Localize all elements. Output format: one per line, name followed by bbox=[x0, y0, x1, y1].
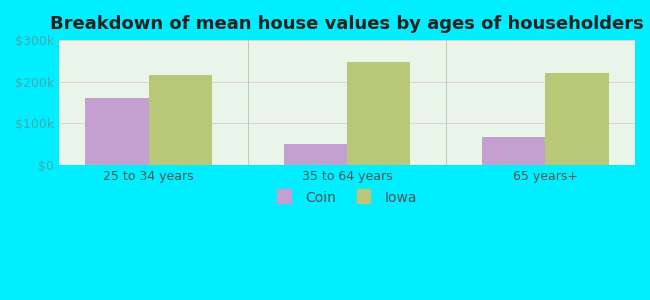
Legend: Coin, Iowa: Coin, Iowa bbox=[272, 185, 422, 210]
Bar bbox=[545, 73, 609, 165]
Bar bbox=[149, 76, 212, 165]
Bar bbox=[85, 98, 149, 165]
Bar bbox=[482, 137, 545, 165]
Title: Breakdown of mean house values by ages of householders: Breakdown of mean house values by ages o… bbox=[50, 15, 644, 33]
Bar bbox=[347, 62, 410, 165]
Bar bbox=[283, 144, 347, 165]
